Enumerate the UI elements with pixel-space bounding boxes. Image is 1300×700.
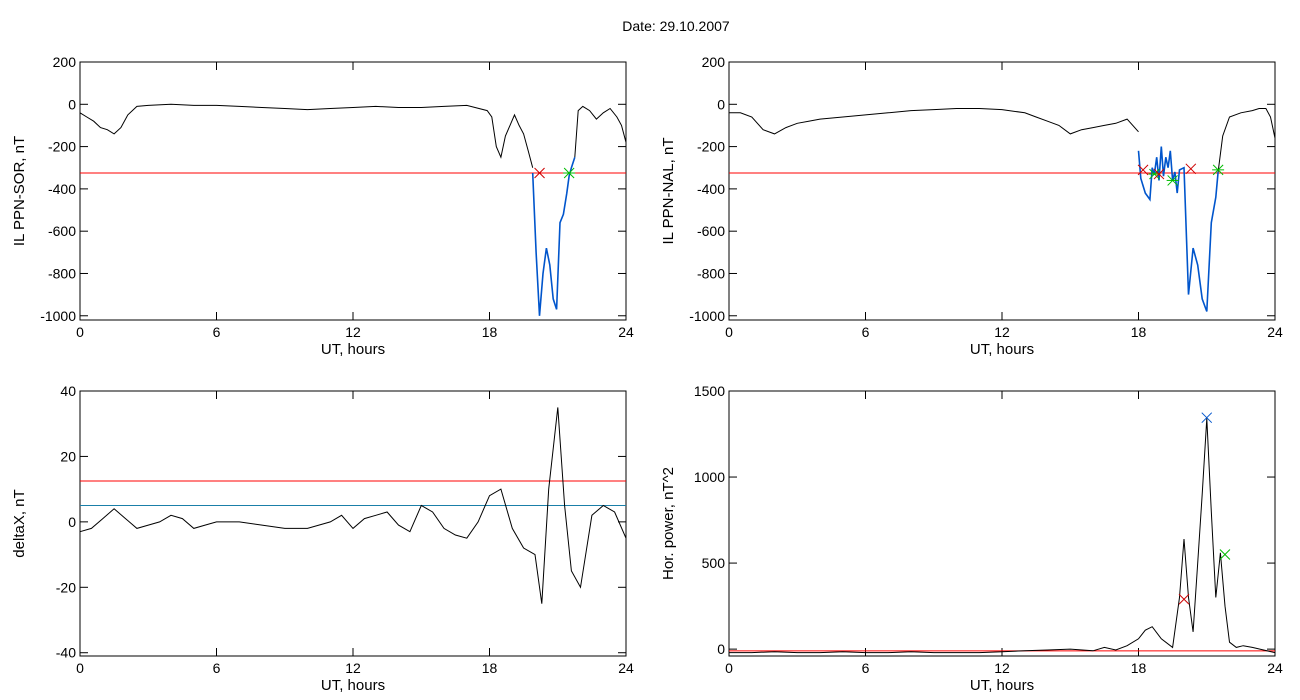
x-marker xyxy=(1153,168,1165,180)
marker-stroke xyxy=(1153,168,1165,180)
y-tick-label: -600 xyxy=(48,223,76,239)
x-tick-label: 12 xyxy=(345,660,361,676)
y-tick-label: 1500 xyxy=(694,383,725,399)
y-tick-label: 500 xyxy=(702,555,726,571)
y-tick-label: 200 xyxy=(702,54,726,70)
x-marker xyxy=(1137,164,1149,176)
series-line-0 xyxy=(729,418,1276,654)
x-tick-label: 6 xyxy=(862,324,870,340)
x-marker xyxy=(1219,549,1231,560)
x-axis-label: UT, hours xyxy=(321,341,385,358)
x-tick-label: 18 xyxy=(1131,660,1147,676)
x-tick-label: 6 xyxy=(213,324,221,340)
y-axis-label: IL PPN-NAL, nT xyxy=(660,138,677,245)
plot-frame xyxy=(728,61,1276,321)
marker-stroke xyxy=(1185,163,1197,175)
il-ppn-sor-panel: 0 6 12 18 24 -1000 -800 -600 -400 -200 0 200 UT, hou… xyxy=(11,54,634,358)
series-line-0 xyxy=(79,407,627,604)
y-axis-label: IL PPN-SOR, nT xyxy=(11,136,28,246)
y-tick-label: -200 xyxy=(48,139,76,155)
il-ppn-nal-panel: 0 6 12 18 24 -1000 -800 -600 -400 -200 0 200 UT, hou… xyxy=(660,54,1283,358)
deltax-panel: 0 6 12 18 24 -40 -20 0 20 40 UT, hours deltaX, nT xyxy=(11,383,634,694)
marker-stroke xyxy=(1137,164,1149,176)
y-axis-label: deltaX, nT xyxy=(11,489,28,557)
x-tick-label: 12 xyxy=(994,660,1010,676)
x-marker xyxy=(1201,412,1213,424)
marker-stroke xyxy=(1219,549,1231,560)
y-tick-label: -200 xyxy=(697,139,725,155)
x-tick-label: 0 xyxy=(76,660,84,676)
x-tick-label: 12 xyxy=(345,324,361,340)
y-tick-label: 20 xyxy=(60,448,76,464)
marker-stroke xyxy=(1178,593,1190,605)
y-tick-label: -400 xyxy=(48,181,76,197)
plot-frame xyxy=(79,390,627,657)
x-tick-label: 18 xyxy=(482,660,498,676)
x-tick-label: 24 xyxy=(1267,324,1283,340)
x-marker xyxy=(1178,593,1190,605)
y-axis-label: Hor. power, nT^2 xyxy=(660,467,677,580)
series-line-0 xyxy=(729,108,1139,135)
y-tick-label: -40 xyxy=(56,645,76,661)
y-tick-label: -800 xyxy=(48,265,76,281)
y-tick-label: -600 xyxy=(697,223,725,239)
y-tick-label: 200 xyxy=(53,54,77,70)
series-line-2 xyxy=(1217,108,1276,173)
y-tick-label: 0 xyxy=(717,96,725,112)
y-tick-label: -20 xyxy=(56,579,76,595)
x-tick-label: 24 xyxy=(618,660,634,676)
x-tick-label: 0 xyxy=(725,324,733,340)
series-line-2 xyxy=(574,105,627,158)
plot-frame xyxy=(79,61,627,321)
x-tick-label: 24 xyxy=(618,324,634,340)
series-line-1 xyxy=(531,156,576,316)
x-marker xyxy=(1185,163,1197,175)
x-tick-label: 6 xyxy=(213,660,221,676)
x-tick-label: 24 xyxy=(1267,660,1283,676)
x-axis-label: UT, hours xyxy=(321,677,385,694)
star-marker xyxy=(1212,164,1225,176)
y-tick-label: 40 xyxy=(60,383,76,399)
y-tick-label: 0 xyxy=(717,641,725,657)
x-tick-label: 0 xyxy=(725,660,733,676)
y-tick-label: -800 xyxy=(697,265,725,281)
x-axis-label: UT, hours xyxy=(970,341,1034,358)
series-line-0 xyxy=(79,103,534,168)
x-tick-label: 0 xyxy=(76,324,84,340)
y-tick-label: 0 xyxy=(68,96,76,112)
y-tick-label: -1000 xyxy=(689,308,725,324)
x-tick-label: 6 xyxy=(862,660,870,676)
x-tick-label: 18 xyxy=(482,324,498,340)
x-marker xyxy=(534,167,545,179)
y-tick-label: 1000 xyxy=(694,469,725,485)
y-tick-label: 0 xyxy=(68,514,76,530)
y-tick-label: -400 xyxy=(697,181,725,197)
series-line-1 xyxy=(1137,146,1219,312)
star-marker xyxy=(1166,175,1179,186)
x-axis-label: UT, hours xyxy=(970,677,1034,694)
x-tick-label: 12 xyxy=(994,324,1010,340)
hor-power-panel: 0 6 12 18 24 0 500 1000 1500 UT, hours Hor. power,… xyxy=(660,383,1283,694)
marker-stroke xyxy=(1201,412,1213,424)
star-marker xyxy=(563,167,576,179)
figure-title: Date: 29.10.2007 xyxy=(622,18,730,34)
marker-stroke xyxy=(534,167,545,179)
y-tick-label: -1000 xyxy=(40,308,76,324)
plot-frame xyxy=(728,390,1276,657)
x-tick-label: 18 xyxy=(1131,324,1147,340)
